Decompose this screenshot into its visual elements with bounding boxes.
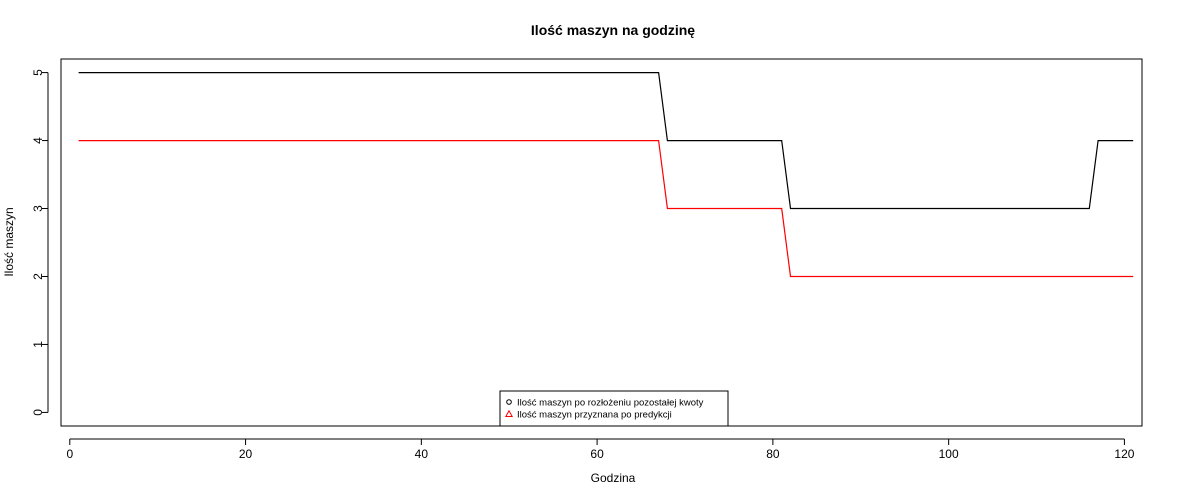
y-tick-label: 3 bbox=[31, 205, 45, 212]
y-tick-label: 2 bbox=[31, 273, 45, 280]
x-tick-label: 20 bbox=[239, 447, 253, 461]
legend-box bbox=[499, 390, 729, 427]
legend-marker-circle bbox=[506, 399, 512, 405]
y-tick-label: 0 bbox=[31, 409, 45, 416]
legend-label: Ilość maszyn przyznana po predykcji bbox=[517, 410, 672, 421]
plot-frame bbox=[60, 58, 1143, 427]
chart-title: Ilość maszyn na godzinę bbox=[531, 22, 695, 38]
series-layer bbox=[78, 71, 1134, 278]
x-tick-label: 100 bbox=[939, 447, 959, 461]
y-axis-label: Ilość maszyn bbox=[2, 207, 16, 276]
x-tick-label: 40 bbox=[415, 447, 429, 461]
x-tick-label: 0 bbox=[66, 447, 73, 461]
x-tick-label: 120 bbox=[1114, 447, 1134, 461]
x-tick-label: 60 bbox=[590, 447, 604, 461]
legend-label: Ilość maszyn po rozłożeniu pozostałej kw… bbox=[517, 398, 704, 409]
y-tick-label: 5 bbox=[31, 69, 45, 76]
x-tick-label: 80 bbox=[766, 447, 780, 461]
y-tick-label: 1 bbox=[31, 341, 45, 348]
legend-marker-triangle bbox=[504, 409, 514, 418]
series-line-1 bbox=[78, 71, 1134, 210]
x-axis-label: Godzina bbox=[591, 471, 636, 485]
y-tick-label: 4 bbox=[31, 137, 45, 144]
series-line-2 bbox=[78, 140, 1134, 278]
legend: Ilość maszyn po rozłożeniu pozostałej kw… bbox=[499, 390, 729, 427]
